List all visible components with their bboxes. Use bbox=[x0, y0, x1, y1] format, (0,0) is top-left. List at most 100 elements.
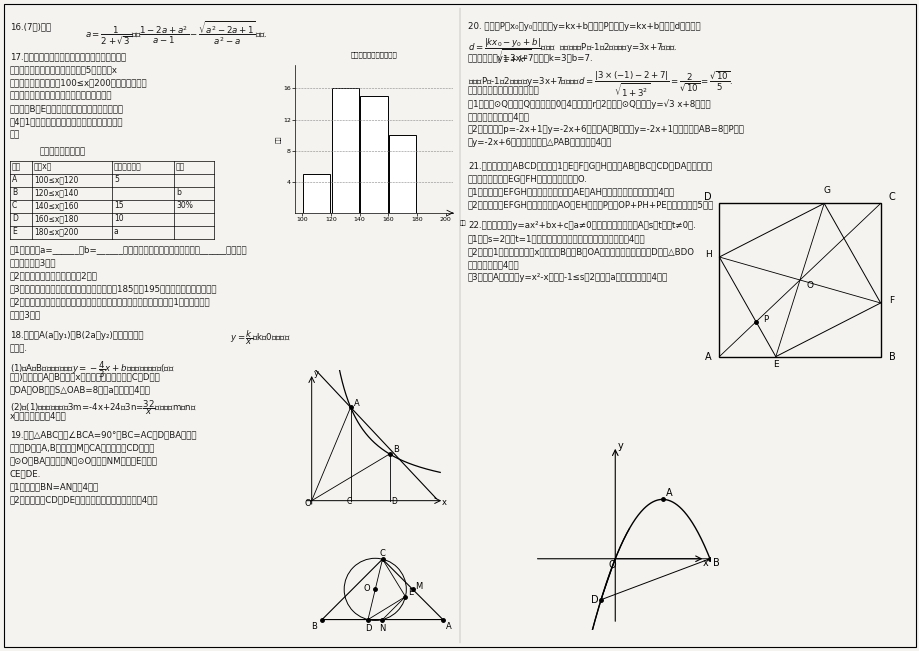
Text: A: A bbox=[354, 399, 359, 408]
Bar bbox=[302, 174, 330, 213]
Text: O: O bbox=[363, 584, 369, 592]
Text: D: D bbox=[364, 624, 371, 633]
Text: （2）已知直线p=-2x+1与y=-2x+6平行，A、B是直线y=-2x+1上的两点且AB=8，P是直: （2）已知直线p=-2x+1与y=-2x+6平行，A、B是直线y=-2x+1上的… bbox=[468, 125, 744, 134]
Text: 表成绩，单位：次，且100≤x＜200），根据测试成: 表成绩，单位：次，且100≤x＜200），根据测试成 bbox=[10, 78, 147, 87]
Text: C: C bbox=[380, 549, 385, 558]
Text: 100≤x＜120: 100≤x＜120 bbox=[34, 175, 78, 184]
Text: D: D bbox=[391, 497, 397, 506]
Bar bbox=[360, 96, 387, 213]
Text: 跳绳的测试成绩进行了整理，分成5个小组（x: 跳绳的测试成绩进行了整理，分成5个小组（x bbox=[10, 65, 118, 74]
Text: 图，其中B、E两组测试成绩人数直方图的高度比: 图，其中B、E两组测试成绩人数直方图的高度比 bbox=[10, 104, 124, 113]
Text: （3）当点A在抛物线y=x²-x上，且-1≤s＜2时，求a的取值范围。（4分）: （3）当点A在抛物线y=x²-x上，且-1≤s＜2时，求a的取值范围。（4分） bbox=[468, 273, 667, 282]
Text: B: B bbox=[12, 188, 17, 197]
Text: B: B bbox=[311, 622, 316, 631]
Text: E: E bbox=[12, 227, 17, 236]
Text: H: H bbox=[704, 250, 710, 259]
Bar bbox=[389, 135, 416, 213]
Text: x: x bbox=[702, 558, 708, 568]
Text: （2）若（1）中的抛物线与x轴交于点B，过B作OA的平行线交抛物线于点D，求△BDO: （2）若（1）中的抛物线与x轴交于点B，过B作OA的平行线交抛物线于点D，求△B… bbox=[468, 247, 694, 256]
Text: A: A bbox=[665, 488, 673, 498]
Text: 140≤x＜160: 140≤x＜160 bbox=[34, 201, 78, 210]
Text: y: y bbox=[617, 441, 623, 451]
Text: 率。（3分）: 率。（3分） bbox=[10, 310, 41, 319]
Text: 15: 15 bbox=[114, 201, 123, 210]
Text: 解：因为直线y=3x+7，其中k=3，b=7.: 解：因为直线y=3x+7，其中k=3，b=7. bbox=[468, 54, 593, 63]
Text: $a=\dfrac{1}{2+\sqrt{3}}$，求$\dfrac{1-2a+a^2}{a-1}-\dfrac{\sqrt{a^2-2a+1}}{a^2-a}: $a=\dfrac{1}{2+\sqrt{3}}$，求$\dfrac{1-2a+… bbox=[85, 19, 267, 46]
Text: 为4：1，请结合下列图表中相关数据回答下列问: 为4：1，请结合下列图表中相关数据回答下列问 bbox=[10, 117, 123, 126]
Text: 关系并说明理由；（4分）: 关系并说明理由；（4分） bbox=[468, 112, 529, 121]
Text: 20. 已知点P（x₀，y₀）和直线y=kx+b，则点P到直线y=kx+b的距离d可用公式: 20. 已知点P（x₀，y₀）和直线y=kx+b，则点P到直线y=kx+b的距离… bbox=[468, 22, 700, 31]
Text: 18.已知：A(a，y₁)、B(2a，y₂)是反比例函数: 18.已知：A(a，y₁)、B(2a，y₂)是反比例函数 bbox=[10, 331, 143, 340]
Text: 根据以上材料，解答下列问题：: 根据以上材料，解答下列问题： bbox=[468, 86, 539, 95]
Text: G: G bbox=[823, 186, 830, 195]
Text: E: E bbox=[407, 589, 413, 598]
Text: x: x bbox=[442, 498, 447, 507]
Text: （1）填空：a=______，b=______，本次跳绳测试成绩的中位数落在______组（请填: （1）填空：a=______，b=______，本次跳绳测试成绩的中位数落在__… bbox=[10, 245, 247, 254]
Text: 17.某数学兴趣小组将我校九年级某班学生一分钟: 17.某数学兴趣小组将我校九年级某班学生一分钟 bbox=[10, 52, 126, 61]
Text: 取2人介绍经验，请用列表法或画树状图的方法，求出甲、乙两人中至少1人被选中的概: 取2人介绍经验，请用列表法或画树状图的方法，求出甲、乙两人中至少1人被选中的概 bbox=[10, 297, 210, 306]
Y-axis label: 频数: 频数 bbox=[276, 135, 281, 143]
Bar bbox=[331, 89, 358, 213]
Text: (1)若A、B两点在一次函数$y=-\dfrac{4}{3}x+b$第一象限的图象上(如图: (1)若A、B两点在一次函数$y=-\dfrac{4}{3}x+b$第一象限的图… bbox=[10, 359, 175, 380]
Text: 点（点D不与A,B重合），M是CA中点，当以CD为直径: 点（点D不与A,B重合），M是CA中点，当以CD为直径 bbox=[10, 443, 155, 452]
Text: 22.已知：抛物线y=ax²+bx+c（a≠0）经过原点，顶点为A（s，t）（t≠0）.: 22.已知：抛物线y=ax²+bx+c（a≠0）经过原点，顶点为A（s，t）（t… bbox=[468, 221, 695, 230]
Text: 10: 10 bbox=[114, 214, 123, 223]
Text: 测试成绩频数分布表: 测试成绩频数分布表 bbox=[40, 147, 86, 156]
Text: P: P bbox=[763, 314, 767, 324]
Text: A: A bbox=[12, 175, 17, 184]
Text: （1）求证：BN=AN；（4分）: （1）求证：BN=AN；（4分） bbox=[10, 482, 99, 491]
Text: CE、DE.: CE、DE. bbox=[10, 469, 41, 478]
Text: 5: 5 bbox=[114, 175, 119, 184]
Text: 160≤x＜180: 160≤x＜180 bbox=[34, 214, 78, 223]
Text: 21.如图，正方形ABCD的边长为1，E、F、G、H分别是AB、BC、CD、DA边上的动点: 21.如图，正方形ABCD的边长为1，E、F、G、H分别是AB、BC、CD、DA… bbox=[468, 161, 711, 170]
Text: M: M bbox=[414, 583, 422, 592]
Text: B: B bbox=[888, 352, 894, 362]
Text: 16.(7分)已知: 16.(7分)已知 bbox=[10, 22, 51, 31]
Text: 题：: 题： bbox=[10, 130, 20, 139]
Text: 成绩x次: 成绩x次 bbox=[34, 162, 52, 171]
Text: D: D bbox=[12, 214, 17, 223]
Text: （1）已知⊙Q的圆心Q的坐标为（0，4），半径r为2，判断⊙Q与直线y=√3 x+8的位置: （1）已知⊙Q的圆心Q的坐标为（0，4），半径r为2，判断⊙Q与直线y=√3 x… bbox=[468, 99, 709, 109]
Text: 组别: 组别 bbox=[12, 162, 21, 171]
Text: 写字母）。（3分）: 写字母）。（3分） bbox=[10, 258, 56, 267]
Text: A: A bbox=[704, 352, 710, 362]
Text: 线y=-2x+6上任意一点，求△PAB的面积。（4分）: 线y=-2x+6上任意一点，求△PAB的面积。（4分） bbox=[468, 138, 612, 147]
Text: （2）猜想线段CD与DE的数量关系，并说明理由。（4分）: （2）猜想线段CD与DE的数量关系，并说明理由。（4分） bbox=[10, 495, 158, 504]
Text: y: y bbox=[313, 369, 318, 378]
Text: （2）当四边形EFGH为正方形时，AO与EH交于点P，求OP+PH+PE的最小值。（5分）: （2）当四边形EFGH为正方形时，AO与EH交于点P，求OP+PH+PE的最小值… bbox=[468, 200, 713, 209]
Text: B: B bbox=[392, 445, 398, 454]
Text: 所示)，分别过A、B两点作x轴的垂线，垂足分别为C、D，连: 所示)，分别过A、B两点作x轴的垂线，垂足分别为C、D，连 bbox=[10, 372, 161, 381]
Text: 的两点.: 的两点. bbox=[10, 344, 28, 353]
Text: （1）当s=2时，t=1时，求抛物线对应的二次函数的表达式：（4分）: （1）当s=2时，t=1时，求抛物线对应的二次函数的表达式：（4分） bbox=[468, 234, 645, 243]
Text: 30%: 30% bbox=[176, 201, 193, 210]
Text: A: A bbox=[446, 622, 451, 631]
Text: C: C bbox=[888, 192, 894, 202]
Text: 绩绘制出部分频数分布表和部分频数分布直方: 绩绘制出部分频数分布表和部分频数分布直方 bbox=[10, 91, 112, 100]
Text: C: C bbox=[346, 497, 352, 506]
Text: $y=\dfrac{k}{x}$（k＞0）图象上: $y=\dfrac{k}{x}$（k＞0）图象上 bbox=[230, 328, 290, 347]
Text: O: O bbox=[304, 499, 311, 508]
Text: （不含顶点），且EG、FH均过正方形的中心O.: （不含顶点），且EG、FH均过正方形的中心O. bbox=[468, 174, 587, 183]
Text: F: F bbox=[889, 296, 893, 305]
Text: O: O bbox=[805, 281, 812, 290]
Text: (2)在(1)的条件下，如果3m=-4x+24，3n=$\dfrac{32}{x}$，求使得m＞n的: (2)在(1)的条件下，如果3m=-4x+24，3n=$\dfrac{32}{x… bbox=[10, 398, 197, 417]
Text: 三条高的和。（4分）: 三条高的和。（4分） bbox=[468, 260, 519, 269]
Text: 的⊙O与BA边交于点N，⊙O与射线NM交于点E，连接: 的⊙O与BA边交于点N，⊙O与射线NM交于点E，连接 bbox=[10, 456, 158, 465]
Text: b: b bbox=[176, 188, 181, 197]
Text: 120≤x＜140: 120≤x＜140 bbox=[34, 188, 78, 197]
Text: x的取值范围。（4分）: x的取值范围。（4分） bbox=[10, 411, 67, 420]
Text: （2）补全频数分布直方图；（2分）: （2）补全频数分布直方图；（2分） bbox=[10, 271, 97, 280]
Text: 接OA、OB，且S△OAB=8，求a的值。（4分）: 接OA、OB，且S△OAB=8，求a的值。（4分） bbox=[10, 385, 151, 394]
Text: O: O bbox=[607, 560, 615, 570]
Text: D: D bbox=[703, 192, 711, 202]
Text: 频数（人数）: 频数（人数） bbox=[114, 162, 142, 171]
Text: D: D bbox=[590, 594, 597, 605]
Text: 成绩: 成绩 bbox=[459, 220, 465, 226]
Text: $d=\dfrac{|kx_0-y_0+b|}{\sqrt{1+k^2}}$计算。  例如：求点P（-1，2）到直线y=3x+7的距离.: $d=\dfrac{|kx_0-y_0+b|}{\sqrt{1+k^2}}$计算… bbox=[468, 37, 676, 66]
Text: a: a bbox=[114, 227, 119, 236]
Text: 19.已知△ABC中，∠BCA=90°，BC=AC，D是BA边上一: 19.已知△ABC中，∠BCA=90°，BC=AC，D是BA边上一 bbox=[10, 430, 197, 439]
Text: 频率: 频率 bbox=[176, 162, 185, 171]
Text: 测试成绩频数分布直方图: 测试成绩频数分布直方图 bbox=[350, 51, 397, 57]
Text: 180≤x＜200: 180≤x＜200 bbox=[34, 227, 78, 236]
Text: B: B bbox=[712, 559, 719, 568]
